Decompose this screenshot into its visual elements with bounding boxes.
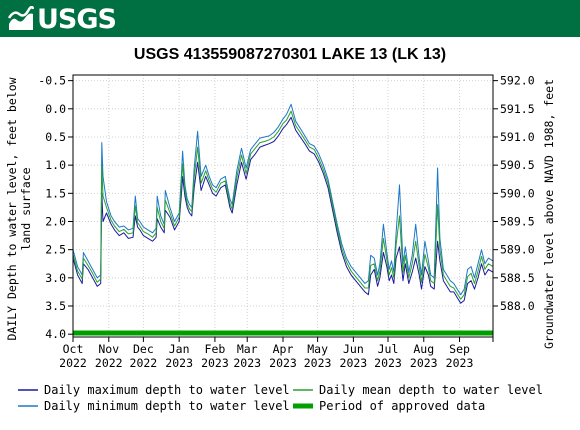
legend-label: Daily mean depth to water level [319,383,543,397]
series-layer [72,103,494,304]
y-tick-label: 0.5 [45,130,66,144]
x-tick-label-month: Mar [237,342,258,356]
series-line-max [72,116,494,304]
series-line-mean [72,110,494,300]
usgs-logo-text: USGS [37,3,117,35]
usgs-banner: USGS [0,0,580,37]
x-tick-label-year: 2023 [269,356,297,370]
y2-tick-label: 589.5 [500,214,535,228]
y-tick-label: -0.5 [38,74,66,88]
y2-tick-label: 588.0 [500,299,535,313]
x-tick-label-month: Jun [343,342,364,356]
y-tick-label: 3.0 [45,271,66,285]
legend: Daily maximum depth to water level Daily … [18,383,543,413]
legend-label: Daily maximum depth to water level [44,383,290,397]
y-axis-label: DAILY Depth to water level, feet below l… [5,77,33,340]
y-axis-label-line-2: land surface [19,167,33,250]
y-axis-label-line-1: DAILY Depth to water level, feet below [5,77,19,340]
x-tick-label-month: Oct [63,342,84,356]
x-tick-label-year: 2023 [340,356,368,370]
y-tick-label: 0.0 [45,102,66,116]
y-tick-label: 1.5 [45,186,66,200]
legend-label: Period of approved data [319,399,485,413]
y2-tick-label: 591.0 [500,130,535,144]
chart-title: USGS 413559087270301 LAKE 13 (LK 13) [134,46,446,63]
x-tick-label-month: Apr [273,342,294,356]
y-tick-label: 4.0 [45,327,66,341]
x-tick-label-month: May [307,342,328,356]
y-tick-label: 2.0 [45,214,66,228]
y2-tick-label: 592.0 [500,74,535,88]
x-tick-label-year: 2022 [59,356,87,370]
x-tick-label-year: 2023 [304,356,332,370]
x-tick-label-year: 2022 [95,356,123,370]
legend-label: Daily minimum depth to water level [44,399,290,413]
x-tick-label-month: Sep [449,342,470,356]
x-tick-label-month: Jan [169,342,190,356]
x-tick-label-month: Dec [133,342,154,356]
x-tick-label-year: 2023 [233,356,261,370]
y-tick-label: 2.5 [45,243,66,257]
y2-tick-label: 590.5 [500,158,535,172]
y2-tick-label: 589.0 [500,243,535,257]
series-line-min [72,103,494,296]
y2-tick-label: 588.5 [500,271,535,285]
y-tick-label: 3.5 [45,299,66,313]
x-tick-label-year: 2023 [201,356,229,370]
x-tick-label-year: 2023 [165,356,193,370]
x-tick-label-year: 2022 [130,356,158,370]
y-tick-label: 1.0 [45,158,66,172]
x-tick-label-month: Jul [378,342,399,356]
y2-tick-label: 591.5 [500,102,535,116]
x-tick-label-year: 2023 [410,356,438,370]
x-tick-label-month: Feb [205,342,226,356]
usgs-logo[interactable]: USGS [8,3,117,35]
y2-axis-label: Groundwater level above NAVD 1988, feet [542,79,556,349]
usgs-wave-icon [8,6,34,30]
x-tick-label-year: 2023 [374,356,402,370]
ticks-layer: -0.5 0.0 0.5 1.0 1.5 2.0 2.5 3.0 3.5 4.0 592.0 591.… [38,74,534,370]
x-tick-label-month: Nov [98,342,119,356]
y2-tick-label: 590.0 [500,186,535,200]
x-tick-label-year: 2023 [446,356,474,370]
x-tick-label-month: Aug [413,342,434,356]
